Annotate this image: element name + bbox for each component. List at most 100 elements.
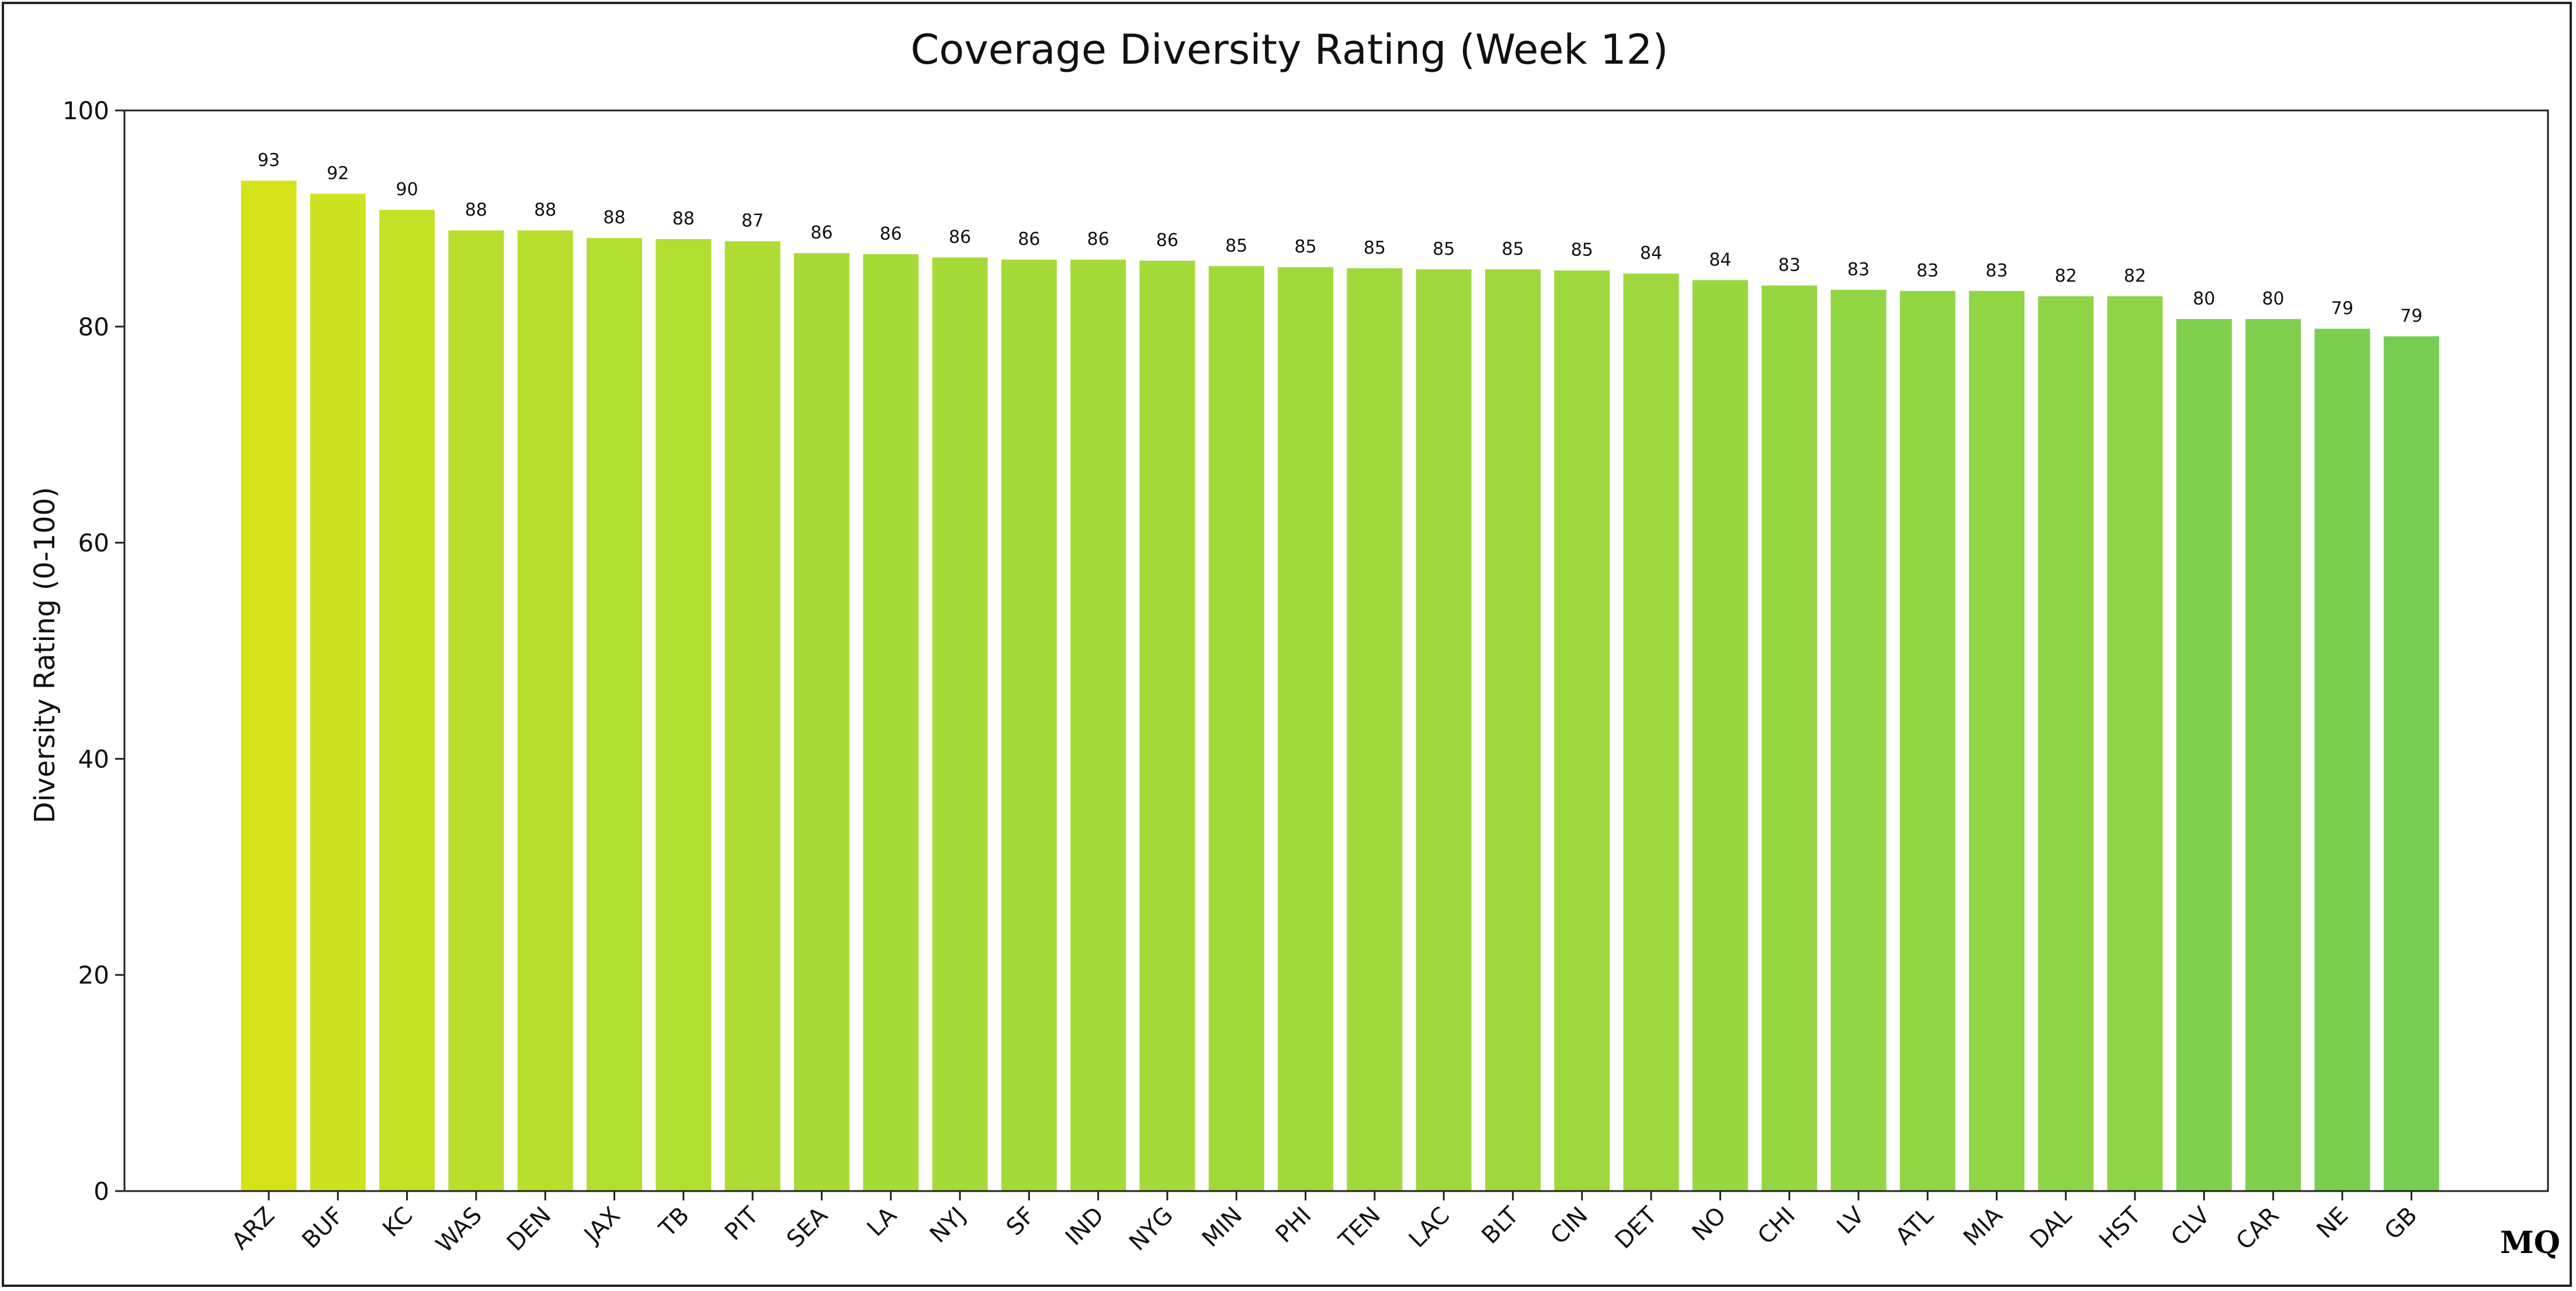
x-tick-label-lac: LAC — [1404, 1202, 1455, 1254]
x-tick-label-car: CAR — [2231, 1202, 2284, 1255]
chart-title: Coverage Diversity Rating (Week 12) — [911, 26, 1669, 74]
bar-lv — [1830, 289, 1887, 1192]
value-label-nyj: 86 — [949, 227, 971, 247]
x-tick-label-gb: GB — [2380, 1202, 2423, 1245]
x-tick-label-no: NO — [1687, 1202, 1731, 1247]
bar-gb — [2383, 336, 2439, 1192]
bar-car — [2245, 319, 2301, 1192]
bar-den — [517, 230, 573, 1191]
y-tick-label: 100 — [63, 96, 109, 125]
x-tick-label-sea: SEA — [782, 1202, 833, 1253]
value-label-cin: 85 — [1571, 240, 1593, 261]
value-label-mia: 83 — [1985, 261, 2008, 281]
x-tick-label-arz: ARZ — [227, 1202, 280, 1255]
value-label-atl: 83 — [1916, 261, 1939, 281]
value-label-tb: 88 — [672, 209, 695, 229]
y-tick-label: 60 — [78, 529, 109, 558]
x-tick-label-nyj: NYJ — [925, 1202, 971, 1248]
x-tick-label-ten: TEN — [1333, 1202, 1386, 1255]
value-label-det: 84 — [1640, 243, 1662, 264]
value-label-phi: 85 — [1294, 237, 1316, 257]
value-label-lac: 85 — [1433, 239, 1455, 259]
value-label-den: 88 — [534, 200, 556, 220]
y-axis: 0 20 40 60 80 100 — [63, 96, 124, 1206]
value-label-ten: 85 — [1364, 238, 1386, 258]
x-tick-label-det: DET — [1610, 1202, 1663, 1254]
value-label-was: 88 — [465, 200, 487, 220]
x-tick-label-tb: TB — [654, 1202, 695, 1243]
bar-nyj — [932, 257, 988, 1191]
bar-det — [1623, 274, 1679, 1192]
bar-lac — [1416, 269, 1472, 1192]
bar-jax — [587, 238, 642, 1191]
x-tick-label-min: MIN — [1197, 1202, 1247, 1252]
bar-sf — [1001, 259, 1057, 1191]
value-label-ind: 86 — [1087, 229, 1110, 250]
x-tick-label-buf: BUF — [297, 1202, 349, 1254]
x-tick-label-jax: JAX — [578, 1202, 625, 1250]
x-tick-label-mia: MIA — [1958, 1202, 2008, 1251]
x-tick-label-sf: SF — [1001, 1202, 1041, 1241]
x-tick-label-chi: CHI — [1753, 1202, 1801, 1250]
x-tick-label-ne: NE — [2312, 1202, 2354, 1244]
bar-no — [1692, 280, 1748, 1192]
value-label-chi: 83 — [1778, 255, 1801, 276]
value-label-hst: 82 — [2124, 266, 2146, 286]
value-label-dal: 82 — [2055, 266, 2077, 286]
x-tick-label-was: WAS — [431, 1202, 487, 1258]
value-label-la: 86 — [880, 224, 902, 244]
value-label-min: 85 — [1225, 236, 1247, 256]
x-tick-label-phi: PHI — [1270, 1202, 1316, 1248]
y-axis-label: Diversity Rating (0-100) — [29, 487, 61, 823]
x-tick-label-hst: HST — [2094, 1202, 2146, 1254]
bar-dal — [2038, 296, 2094, 1191]
plot-area-border — [123, 109, 2549, 1192]
value-label-gb: 79 — [2400, 306, 2422, 326]
value-label-jax: 88 — [603, 207, 625, 228]
y-tick-label: 80 — [78, 313, 109, 341]
bar-min — [1208, 266, 1264, 1192]
value-label-clv: 80 — [2193, 289, 2215, 309]
x-tick-label-dal: DAL — [2025, 1202, 2077, 1254]
bar-kc — [379, 210, 435, 1191]
bar-la — [863, 254, 919, 1191]
value-label-no: 84 — [1709, 250, 1731, 270]
bar-chi — [1762, 285, 1818, 1192]
bar-mia — [1969, 290, 2024, 1192]
bar-chart: Coverage Diversity Rating (Week 12) Dive… — [29, 26, 2560, 1261]
bar-atl — [1899, 290, 1956, 1192]
value-label-sea: 86 — [810, 223, 833, 243]
value-label-arz: 93 — [258, 150, 280, 171]
value-label-blt: 85 — [1502, 239, 1524, 259]
y-tick-label: 20 — [78, 961, 109, 989]
bar-was — [448, 230, 504, 1191]
bar-nyg — [1139, 261, 1195, 1191]
bar-hst — [2107, 296, 2163, 1191]
x-tick-label-cin: CIN — [1545, 1202, 1593, 1250]
x-tick-label-atl: ATL — [1891, 1202, 1939, 1250]
x-tick-label-den: DEN — [502, 1202, 556, 1257]
value-label-car: 80 — [2262, 289, 2284, 309]
x-tick-label-clv: CLV — [2166, 1202, 2216, 1251]
bar-phi — [1278, 267, 1333, 1192]
bar-pit — [724, 241, 781, 1191]
value-label-nyg: 86 — [1156, 230, 1178, 251]
y-tick-label: 40 — [78, 745, 109, 773]
value-label-pit: 87 — [741, 211, 764, 231]
value-label-ne: 79 — [2331, 298, 2353, 319]
x-axis: ARZ BUF KC WAS DEN JAX TB PIT SEA LA NYJ SF IND NYG MI… — [227, 1191, 2422, 1258]
bar-sea — [793, 253, 850, 1191]
value-label-buf: 92 — [327, 163, 349, 184]
x-tick-label-kc: KC — [377, 1202, 418, 1242]
x-tick-label-la: LA — [862, 1202, 902, 1242]
bar-arz — [241, 181, 297, 1191]
value-label-sf: 86 — [1018, 229, 1040, 250]
bar-cin — [1554, 270, 1610, 1192]
value-labels-group: 93 92 90 88 88 88 88 87 86 86 86 86 86 86 85 85 85 85 85 85… — [258, 150, 2422, 326]
bars-group — [241, 181, 2439, 1192]
bar-ten — [1347, 268, 1403, 1192]
bar-ne — [2314, 328, 2370, 1191]
value-label-kc: 90 — [396, 179, 418, 200]
bar-clv — [2176, 319, 2232, 1192]
x-tick-label-ind: IND — [1060, 1202, 1110, 1251]
